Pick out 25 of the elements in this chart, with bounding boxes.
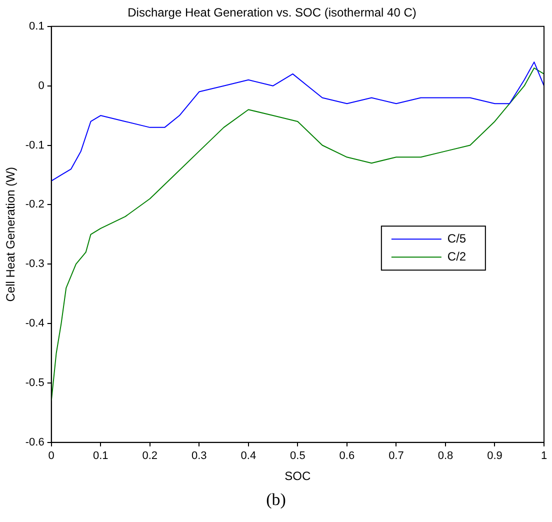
y-tick-label: -0.5	[25, 377, 44, 390]
legend-label: C/2	[447, 249, 466, 264]
y-tick-label: -0.6	[25, 436, 44, 448]
x-tick-label: 0.5	[290, 450, 306, 462]
x-tick-label: 0.7	[388, 450, 404, 462]
text: (b)	[265, 490, 287, 510]
y-tick-label: -0.4	[25, 318, 44, 330]
y-tick-label: -0.1	[25, 139, 44, 152]
x-tick-label: 0.3	[192, 450, 207, 462]
chart-title: Discharge Heat Generation vs. SOC (isothermal 40 C)	[128, 6, 416, 20]
x-tick-label: 0	[48, 450, 54, 462]
y-tick-label: 0.1	[29, 20, 44, 32]
x-tick-label: 0.6	[339, 450, 355, 462]
y-tick-label: 0	[38, 80, 44, 92]
legend-label: C/5	[447, 231, 466, 246]
x-tick-label: 0.8	[438, 450, 454, 462]
x-tick-label: 0.4	[240, 450, 256, 462]
y-tick-label: -0.3	[25, 258, 44, 270]
x-axis-title: SOC	[284, 469, 312, 484]
x-tick-label: 1	[540, 450, 548, 462]
y-axis-title: Cell Heat Generation (W)	[4, 167, 18, 302]
x-tick-label: 0.9	[487, 450, 502, 462]
y-tick-label: -0.2	[25, 198, 44, 211]
x-tick-label: 0.2	[142, 450, 158, 462]
x-tick-label: 0.1	[92, 450, 108, 462]
